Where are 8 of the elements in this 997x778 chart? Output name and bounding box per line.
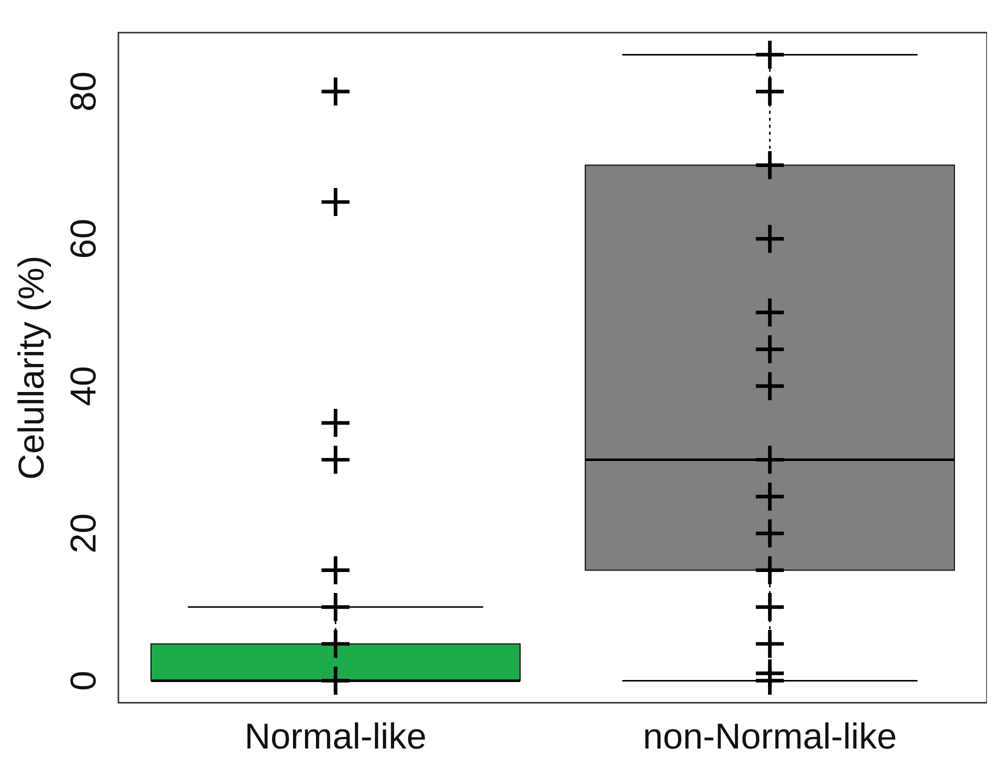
y-tick-label: 20 — [62, 513, 104, 554]
y-tick-label: 80 — [62, 71, 104, 112]
x-tick-label: Normal-like — [244, 715, 427, 756]
y-tick-label: 60 — [62, 218, 104, 259]
y-tick-label: 0 — [62, 670, 104, 691]
y-axis-title: Celullarity (%) — [10, 256, 52, 480]
y-tick-label: 40 — [62, 366, 104, 406]
x-tick-label: non-Normal-like — [642, 715, 897, 756]
